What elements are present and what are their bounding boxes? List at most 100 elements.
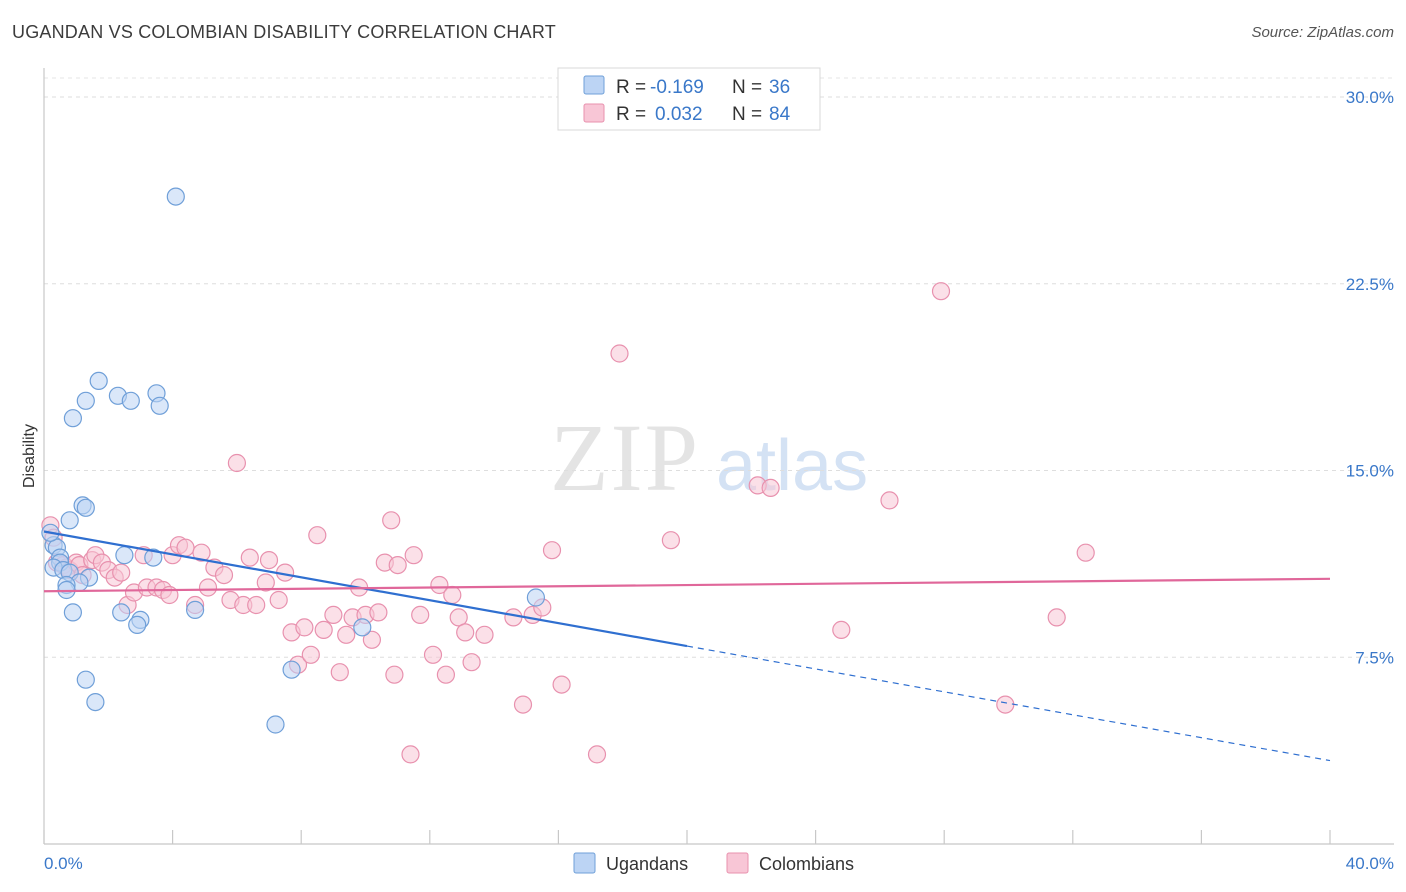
colombians-point-56 xyxy=(385,665,404,684)
ugandans-points xyxy=(41,187,546,734)
colombians-point-84 xyxy=(1076,543,1095,562)
legend-r-value-2: 0.032 xyxy=(655,104,703,125)
x-axis-ticks xyxy=(43,830,1331,844)
ugandans-point-16 xyxy=(144,548,163,567)
legend-n-label-1: N = xyxy=(732,77,762,98)
colombians-point-78 xyxy=(761,478,780,497)
legend-swatch-ugandans xyxy=(583,75,605,95)
legend-n-value-2: 84 xyxy=(769,104,791,125)
ugandans-point-0 xyxy=(166,187,185,206)
y-tick-label-2: 22.5% xyxy=(1346,275,1394,294)
legend-n-value-1: 36 xyxy=(769,77,790,98)
ugandans-point-30 xyxy=(526,588,546,607)
ugandans-point-29 xyxy=(353,618,372,637)
colombians-point-46 xyxy=(330,663,349,682)
colombians-point-26 xyxy=(192,543,211,562)
colombians-point-52 xyxy=(369,603,388,622)
legend-n-label-2: N = xyxy=(732,104,762,125)
y-tick-labels: 7.5% 15.0% 22.5% 30.0% xyxy=(1346,88,1394,667)
ugandans-trendline-extension xyxy=(686,645,1331,762)
ugandans-point-33 xyxy=(282,660,301,679)
ugandans-point-25 xyxy=(112,603,131,622)
correlation-legend: R = -0.169 N = 36 R = 0.032 N = 84 xyxy=(557,67,821,131)
legend-r-value-1: -0.169 xyxy=(650,77,704,98)
trendlines xyxy=(43,530,1331,762)
colombians-point-42 xyxy=(301,645,320,664)
colombians-point-57 xyxy=(401,745,420,764)
colombians-point-34 xyxy=(247,595,266,615)
colombians-point-31 xyxy=(227,453,246,473)
colombians-point-66 xyxy=(462,653,481,672)
colombians-point-62 xyxy=(436,665,455,684)
colombians-point-65 xyxy=(456,623,475,642)
ugandans-point-24 xyxy=(63,603,83,622)
ugandans-point-1 xyxy=(89,371,108,390)
colombians-point-83 xyxy=(1047,608,1066,627)
colombians-point-54 xyxy=(382,511,401,530)
colombians-point-55 xyxy=(388,555,407,575)
ugandans-point-9 xyxy=(76,498,95,517)
colombians-point-33 xyxy=(240,548,259,567)
colombians-point-37 xyxy=(269,590,288,610)
legend-r-label-2: R = xyxy=(616,104,646,125)
colombians-point-81 xyxy=(931,282,951,301)
ugandans-point-34 xyxy=(266,715,285,734)
series-legend: Ugandans Colombians xyxy=(573,852,854,874)
colombians-point-72 xyxy=(542,541,562,560)
watermark: ZIP atlas xyxy=(550,404,868,511)
legend-bottom-swatch-colombians xyxy=(726,852,749,874)
colombians-point-51 xyxy=(362,630,381,649)
ugandans-point-7 xyxy=(63,409,83,428)
source-label: Source: ZipAtlas.com xyxy=(1251,24,1394,41)
colombians-point-67 xyxy=(475,625,494,644)
watermark-zip: ZIP xyxy=(550,404,700,511)
colombians-point-44 xyxy=(314,620,333,640)
colombians-point-43 xyxy=(308,526,327,545)
y-tick-label-3: 30.0% xyxy=(1346,88,1394,107)
colombians-point-68 xyxy=(504,608,523,627)
colombians-point-74 xyxy=(587,745,607,764)
y-tick-label-0: 7.5% xyxy=(1355,648,1394,667)
colombians-point-82 xyxy=(996,695,1015,714)
colombians-point-76 xyxy=(661,531,681,550)
x-tick-label-min: 0.0% xyxy=(44,854,83,873)
ugandans-point-10 xyxy=(60,511,79,530)
gridlines xyxy=(44,77,1394,658)
ugandans-point-6 xyxy=(150,396,169,415)
ugandans-point-5 xyxy=(121,391,140,410)
colombians-point-24 xyxy=(176,538,195,557)
colombians-point-73 xyxy=(552,675,571,694)
colombians-point-45 xyxy=(324,605,343,625)
colombians-point-75 xyxy=(610,344,629,363)
colombians-point-80 xyxy=(880,491,899,510)
legend-swatch-colombians xyxy=(583,103,605,123)
legend-r-label-1: R = xyxy=(616,77,646,98)
ugandans-point-32 xyxy=(86,692,105,712)
x-tick-label-max: 40.0% xyxy=(1346,854,1394,873)
colombians-point-58 xyxy=(404,546,423,565)
ugandans-point-15 xyxy=(115,546,134,565)
colombians-point-64 xyxy=(449,608,468,627)
watermark-atlas: atlas xyxy=(716,426,868,506)
colombians-point-61 xyxy=(430,575,449,595)
colombians-point-35 xyxy=(256,573,275,592)
colombians-trendline xyxy=(43,577,1331,593)
colombians-point-47 xyxy=(337,625,356,644)
colombians-point-60 xyxy=(423,645,443,664)
colombians-point-27 xyxy=(198,578,218,597)
colombians-point-69 xyxy=(513,695,533,714)
chart-title: UGANDAN VS COLOMBIAN DISABILITY CORRELAT… xyxy=(12,22,556,42)
colombians-point-63 xyxy=(443,585,462,605)
colombians-point-59 xyxy=(411,605,430,625)
ugandans-point-26 xyxy=(186,600,205,620)
colombians-point-29 xyxy=(214,565,234,585)
colombians-point-14 xyxy=(112,563,131,582)
colombians-point-41 xyxy=(295,618,314,637)
ugandans-point-31 xyxy=(76,670,95,689)
legend-bottom-colombians: Colombians xyxy=(759,854,854,874)
y-axis-label: Disability xyxy=(21,424,38,488)
colombians-point-79 xyxy=(832,620,851,640)
legend-bottom-swatch-ugandans xyxy=(573,852,596,874)
colombians-point-36 xyxy=(259,550,279,570)
